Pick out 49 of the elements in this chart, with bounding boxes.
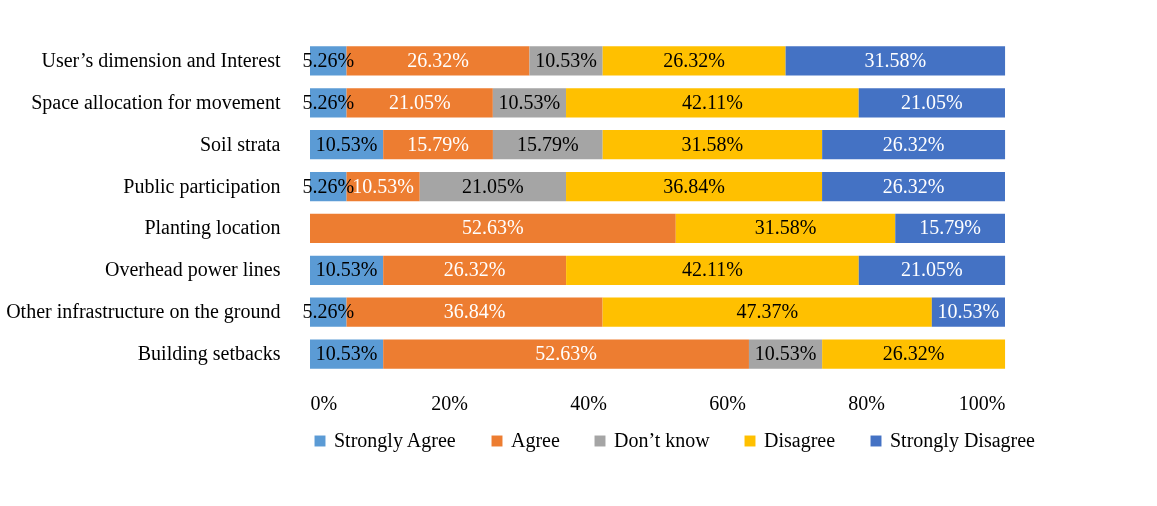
x-tick-label: 100% <box>958 391 1006 414</box>
data-label: 36.84% <box>663 174 725 197</box>
data-label: 31.58% <box>754 216 817 239</box>
data-label: 47.37% <box>736 300 799 323</box>
data-label: 21.05% <box>462 174 524 197</box>
data-label: 10.53% <box>937 300 1000 323</box>
y-tick-label: Soil strata <box>199 132 281 155</box>
data-label: 26.32% <box>407 48 469 71</box>
legend-label: Disagree <box>764 429 836 452</box>
y-tick-label: Other infrastructure on the ground <box>6 300 281 324</box>
data-label: 42.11% <box>681 258 743 281</box>
legend-label: Don’t know <box>614 429 711 451</box>
data-label: 26.32% <box>663 48 725 71</box>
data-label: 10.53% <box>315 258 378 281</box>
data-label: 10.53% <box>754 342 817 365</box>
x-tick-label: 20% <box>431 391 468 414</box>
data-label: 21.05% <box>901 258 963 281</box>
data-label: 26.32% <box>882 342 945 365</box>
data-label: 21.05% <box>901 90 963 113</box>
legend-label: Strongly Agree <box>334 429 456 452</box>
data-label: 15.79% <box>516 132 579 155</box>
data-label: 15.79% <box>407 132 469 155</box>
y-tick-label: Space allocation for movement <box>31 90 281 114</box>
data-label: 26.32% <box>882 174 945 197</box>
data-label: 15.79% <box>919 216 981 239</box>
legend-label: Strongly Disagree <box>890 429 1036 452</box>
data-label: 10.53% <box>315 342 378 365</box>
y-tick-label: Planting location <box>144 216 281 240</box>
x-tick-label: 0% <box>310 391 338 414</box>
data-label: 21.05% <box>388 90 451 113</box>
data-label: 10.53% <box>315 132 378 155</box>
data-label: 36.84% <box>443 300 506 323</box>
y-tick-label: Building setbacks <box>137 342 281 366</box>
data-label: 10.53% <box>535 48 597 71</box>
data-label: 26.32% <box>443 258 506 281</box>
data-label: 52.63% <box>535 342 597 365</box>
data-label: 52.63% <box>462 216 524 239</box>
data-label: 42.11% <box>681 90 743 113</box>
y-tick-label: Public participation <box>123 174 281 198</box>
data-label: 31.58% <box>864 48 927 71</box>
legend-label: Agree <box>511 429 560 452</box>
data-label: 10.53% <box>498 90 561 113</box>
x-tick-label: 60% <box>709 391 746 414</box>
data-label: 31.58% <box>681 132 744 155</box>
data-label: 26.32% <box>882 132 945 155</box>
x-tick-label: 40% <box>570 391 607 414</box>
x-tick-label: 80% <box>848 391 885 414</box>
y-tick-label: Overhead power lines <box>105 258 281 282</box>
y-tick-label: User’s dimension and Interest <box>41 48 281 71</box>
